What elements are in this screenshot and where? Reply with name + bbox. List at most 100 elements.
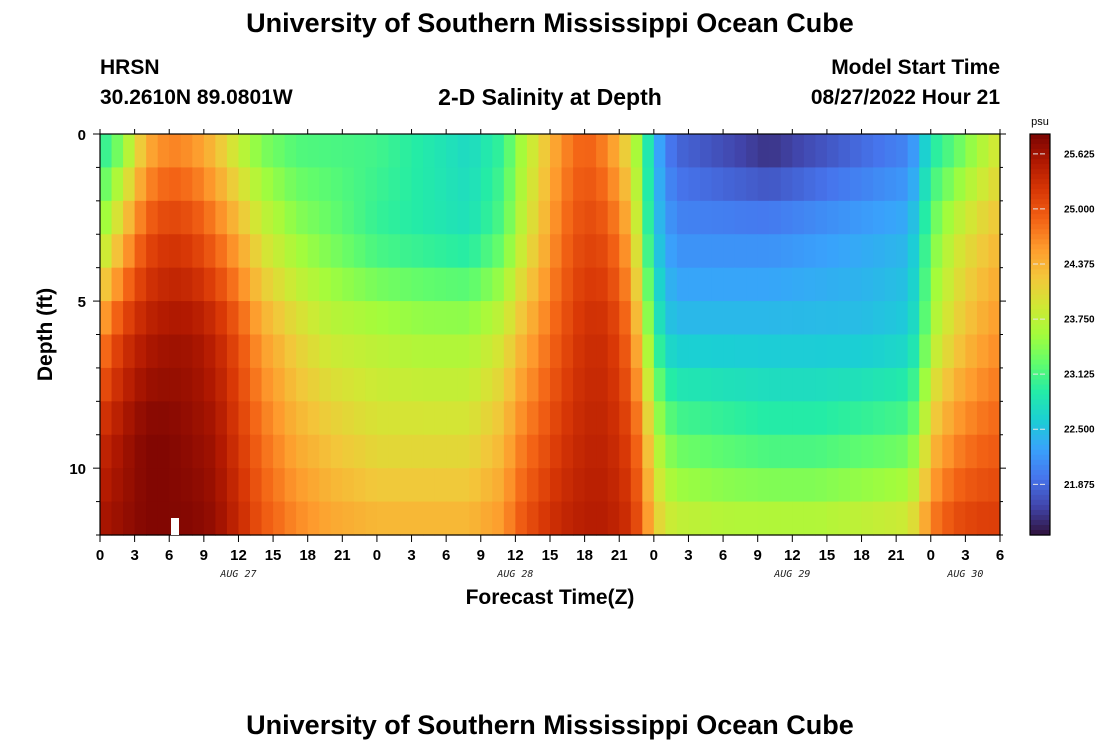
- heatmap-cell: [319, 134, 332, 169]
- heatmap-cell: [503, 367, 516, 402]
- heatmap-cell: [169, 468, 182, 503]
- heatmap-cell: [803, 267, 816, 302]
- heatmap-cell: [700, 434, 713, 469]
- heatmap-cell: [538, 367, 551, 402]
- heatmap-cell: [746, 234, 759, 269]
- heatmap-cell: [792, 334, 805, 369]
- heatmap-cell: [469, 434, 482, 469]
- heatmap-cell: [342, 267, 355, 302]
- heatmap-cell: [411, 501, 424, 536]
- heatmap-cell: [250, 401, 263, 436]
- heatmap-cell: [273, 468, 286, 503]
- heatmap-cell: [988, 501, 1001, 536]
- heatmap-cell: [180, 434, 193, 469]
- heatmap-cell: [561, 301, 574, 336]
- heatmap-cell: [884, 367, 897, 402]
- heatmap-cell: [273, 234, 286, 269]
- colorbar-band: [1030, 529, 1050, 536]
- colorbar-band: [1030, 474, 1050, 481]
- heatmap-cell: [400, 334, 413, 369]
- heatmap-cell: [861, 434, 874, 469]
- heatmap-cell: [157, 200, 170, 235]
- heatmap-cell: [884, 401, 897, 436]
- heatmap-cell: [388, 234, 401, 269]
- heatmap-cell: [826, 200, 840, 235]
- x-tick-label: 6: [996, 547, 1004, 564]
- heatmap-cell: [550, 234, 563, 269]
- heatmap-cell: [896, 200, 909, 235]
- heatmap-cell: [619, 267, 632, 302]
- heatmap-cell: [965, 334, 978, 369]
- heatmap-cell: [492, 434, 505, 469]
- heatmap-cell: [480, 234, 493, 269]
- heatmap-cell: [757, 267, 770, 302]
- heatmap-cell: [550, 134, 563, 169]
- heatmap-cell: [284, 434, 297, 469]
- heatmap-cell: [123, 267, 136, 302]
- heatmap-cell: [838, 367, 851, 402]
- heatmap-cell: [515, 334, 528, 369]
- heatmap-cell: [792, 434, 805, 469]
- heatmap-cell: [388, 367, 401, 402]
- heatmap-cell: [423, 501, 436, 536]
- heatmap-cell: [250, 334, 263, 369]
- heatmap-cell: [515, 401, 528, 436]
- heatmap-cell: [700, 301, 713, 336]
- heatmap-cell: [203, 434, 216, 469]
- heatmap-cell: [480, 167, 493, 202]
- heatmap-cell: [665, 401, 678, 436]
- heatmap-cell: [653, 134, 666, 169]
- colorbar-band: [1030, 369, 1050, 376]
- heatmap-cell: [538, 501, 551, 536]
- heatmap-cell: [815, 200, 828, 235]
- heatmap-cell: [861, 267, 874, 302]
- heatmap-cell: [250, 434, 263, 469]
- heatmap-cell: [273, 200, 286, 235]
- heatmap-cell: [526, 334, 540, 369]
- heatmap-cell: [353, 167, 366, 202]
- heatmap-cell: [746, 501, 759, 536]
- heatmap-cell: [688, 468, 701, 503]
- heatmap-cell: [653, 401, 666, 436]
- heatmap-cell: [896, 234, 909, 269]
- heatmap-cell: [238, 367, 251, 402]
- heatmap-cell: [780, 501, 793, 536]
- colorbar-band: [1030, 284, 1050, 290]
- heatmap-cell: [607, 501, 620, 536]
- colorbar-band: [1030, 299, 1050, 306]
- heatmap-cell: [723, 134, 736, 169]
- heatmap-cell: [734, 367, 747, 402]
- heatmap-cell: [930, 267, 943, 302]
- heatmap-cell: [850, 267, 863, 302]
- heatmap-cell: [123, 334, 136, 369]
- heatmap-cell: [457, 200, 470, 235]
- heatmap-cell: [630, 200, 643, 235]
- heatmap-cell: [850, 434, 863, 469]
- colorbar-band: [1030, 194, 1050, 200]
- heatmap-cell: [630, 234, 643, 269]
- heatmap-cell: [873, 301, 886, 336]
- heatmap-cell: [400, 468, 413, 503]
- heatmap-cell: [203, 334, 216, 369]
- heatmap-cell: [573, 434, 586, 469]
- heatmap-cell: [192, 468, 205, 503]
- heatmap-cell: [619, 434, 632, 469]
- heatmap-cell: [746, 134, 759, 169]
- heatmap-cell: [688, 401, 701, 436]
- heatmap-cell: [550, 334, 563, 369]
- heatmap-cell: [700, 267, 713, 302]
- colorbar-band: [1030, 394, 1050, 401]
- heatmap-cell: [976, 334, 990, 369]
- colorbar-band: [1030, 334, 1050, 341]
- heatmap-cell: [976, 234, 990, 269]
- heatmap-cell: [780, 468, 793, 503]
- heatmap-cell: [769, 167, 782, 202]
- heatmap-cell: [469, 267, 482, 302]
- heatmap-cell: [123, 200, 136, 235]
- heatmap-cell: [376, 134, 390, 169]
- heatmap-cell: [169, 334, 182, 369]
- heatmap-cell: [596, 134, 609, 169]
- heatmap-cell: [180, 167, 193, 202]
- heatmap-cell: [988, 267, 1001, 302]
- heatmap-cell: [769, 234, 782, 269]
